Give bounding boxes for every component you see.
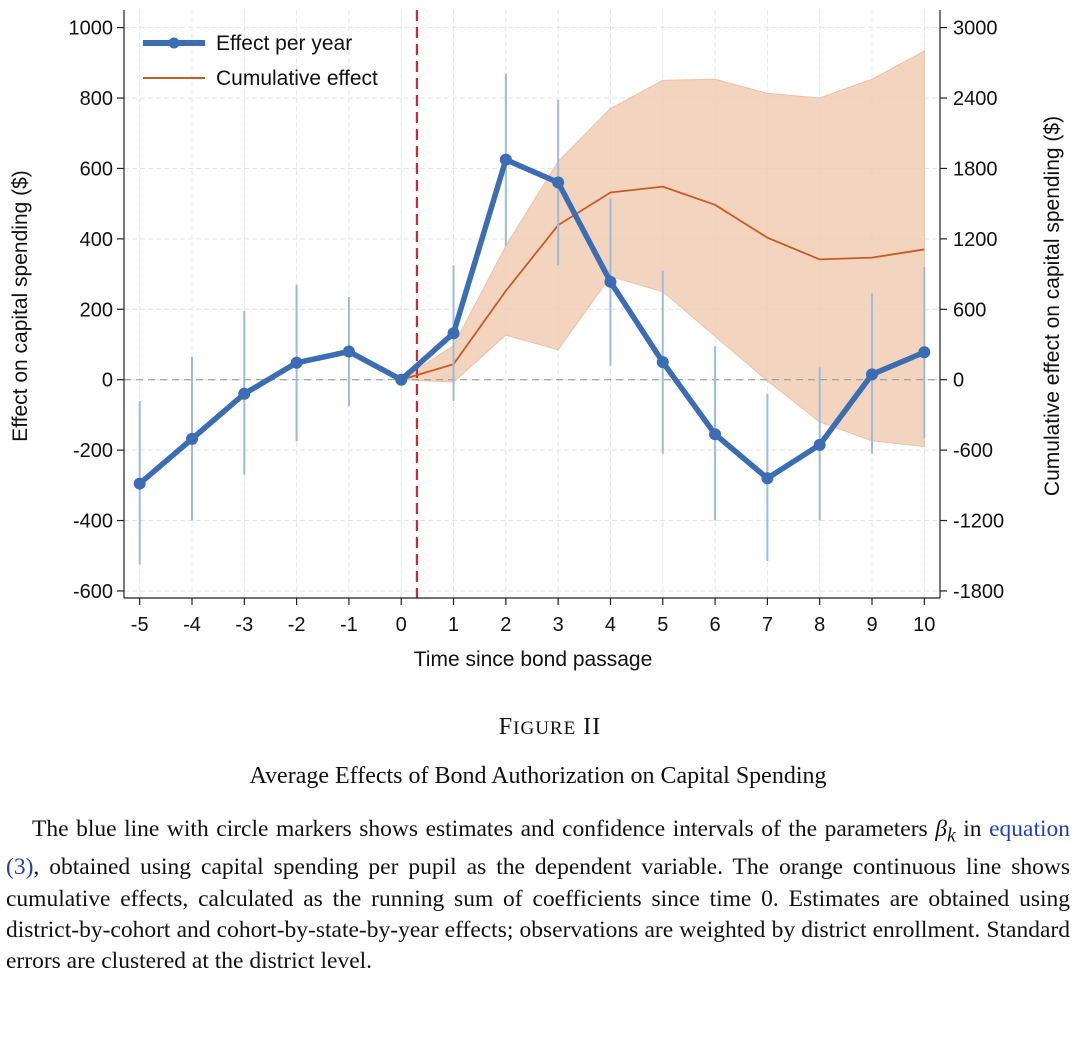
- y-right-tick-label: 1200: [953, 229, 998, 251]
- cumulative-effect-line: [400, 185, 925, 381]
- y-left-tick-label: 600: [80, 158, 113, 180]
- cumulative-ci-band: [399, 50, 925, 448]
- y-left-tick-label: 800: [80, 88, 113, 110]
- y-right-tick-label: -600: [953, 440, 993, 462]
- x-axis-title: Time since bond passage: [414, 648, 653, 671]
- caption-text-2: in: [955, 816, 990, 842]
- y-left-tick-label: -400: [73, 511, 113, 533]
- effect-per-year-point: [918, 346, 931, 359]
- y-left-tick-label: -600: [73, 581, 113, 603]
- effect-per-year-point: [342, 345, 355, 358]
- effect-per-year-point: [133, 477, 146, 490]
- x-tick-label: -4: [183, 614, 201, 636]
- effect-per-year-point: [186, 432, 198, 445]
- annual-effect-layer: [133, 153, 931, 490]
- x-tick-label: 4: [605, 614, 616, 636]
- x-tick-label: 3: [553, 614, 564, 636]
- effect-per-year-line: [137, 156, 926, 486]
- x-tick-label: -5: [131, 614, 149, 636]
- y-left-tick-label: 0: [102, 370, 113, 392]
- y-left-tick-label: 200: [80, 299, 113, 321]
- y-axis-right-title: Cumulative effect on capital spending ($…: [1041, 116, 1064, 496]
- effect-per-year-point: [813, 438, 826, 451]
- effect-per-year-point: [709, 428, 722, 441]
- equation-link[interactable]: equation (3): [6, 816, 1070, 881]
- legend-label-cumulative-effect: Cumulative effect: [216, 67, 378, 90]
- x-tick-label: 8: [814, 614, 825, 636]
- y-right-tick-label: 600: [953, 299, 986, 321]
- x-tick-label: 2: [500, 614, 511, 636]
- y-right-tick-label: 0: [953, 370, 964, 392]
- y-left-tick-label: 1000: [69, 18, 114, 40]
- effect-per-year-point: [761, 472, 774, 485]
- effect-per-year-point: [238, 387, 251, 400]
- x-tick-label: -2: [288, 614, 306, 636]
- y-left-tick-label: -200: [73, 440, 113, 462]
- x-tick-label: 10: [913, 614, 935, 636]
- y-left-tick-label: 400: [80, 229, 113, 251]
- effect-per-year-point: [499, 153, 512, 166]
- x-tick-label: -3: [235, 614, 253, 636]
- effect-per-year-point: [552, 176, 565, 189]
- x-tick-label: 0: [396, 614, 407, 636]
- x-tick-label: 9: [866, 614, 877, 636]
- effect-per-year-point: [656, 356, 669, 369]
- figure-label: FIGURE II: [0, 714, 1080, 741]
- y-right-tick-label: -1200: [953, 511, 1004, 533]
- y-right-tick-label: 2400: [953, 88, 998, 110]
- effect-per-year-point: [866, 368, 878, 381]
- cumulative-line-layer: [400, 185, 925, 381]
- caption-text-3: , obtained using capital spending per pu…: [6, 854, 1070, 975]
- figure-label-first: F: [498, 714, 514, 740]
- cumulative-ci-band-layer: [399, 50, 925, 448]
- figure-label-rest: IGURE: [513, 718, 577, 739]
- legend-marker-effect-per-year: [168, 37, 180, 49]
- x-tick-label: 5: [657, 614, 668, 636]
- figure-title: Average Effects of Bond Authorization on…: [249, 763, 827, 789]
- figure-label-number: II: [583, 714, 602, 740]
- x-tick-label: 1: [448, 614, 459, 636]
- beta-symbol: βk: [935, 816, 956, 847]
- effect-per-year-point: [447, 327, 460, 340]
- caption-text-1: The blue line with circle markers shows …: [32, 816, 936, 842]
- x-tick-label: 7: [762, 614, 773, 636]
- effect-per-year-point: [290, 356, 303, 369]
- event-study-chart: -600-400-20002004006008001000-1800-1200-…: [9, 10, 1064, 671]
- y-axis-left-title: Effect on capital spending ($): [9, 170, 32, 442]
- y-right-tick-label: 1800: [953, 158, 998, 180]
- effect-per-year-point: [395, 373, 408, 386]
- effect-per-year-point: [604, 275, 617, 288]
- x-tick-label: 6: [710, 614, 721, 636]
- legend: Effect per year Cumulative effect: [143, 32, 378, 90]
- figure-caption: The blue line with circle markers shows …: [6, 814, 1070, 978]
- x-tick-label: -1: [340, 614, 358, 636]
- axes: -600-400-20002004006008001000-1800-1200-…: [69, 10, 1004, 636]
- legend-label-effect-per-year: Effect per year: [216, 32, 352, 55]
- y-right-tick-label: 3000: [953, 18, 998, 40]
- y-right-tick-label: -1800: [953, 581, 1004, 603]
